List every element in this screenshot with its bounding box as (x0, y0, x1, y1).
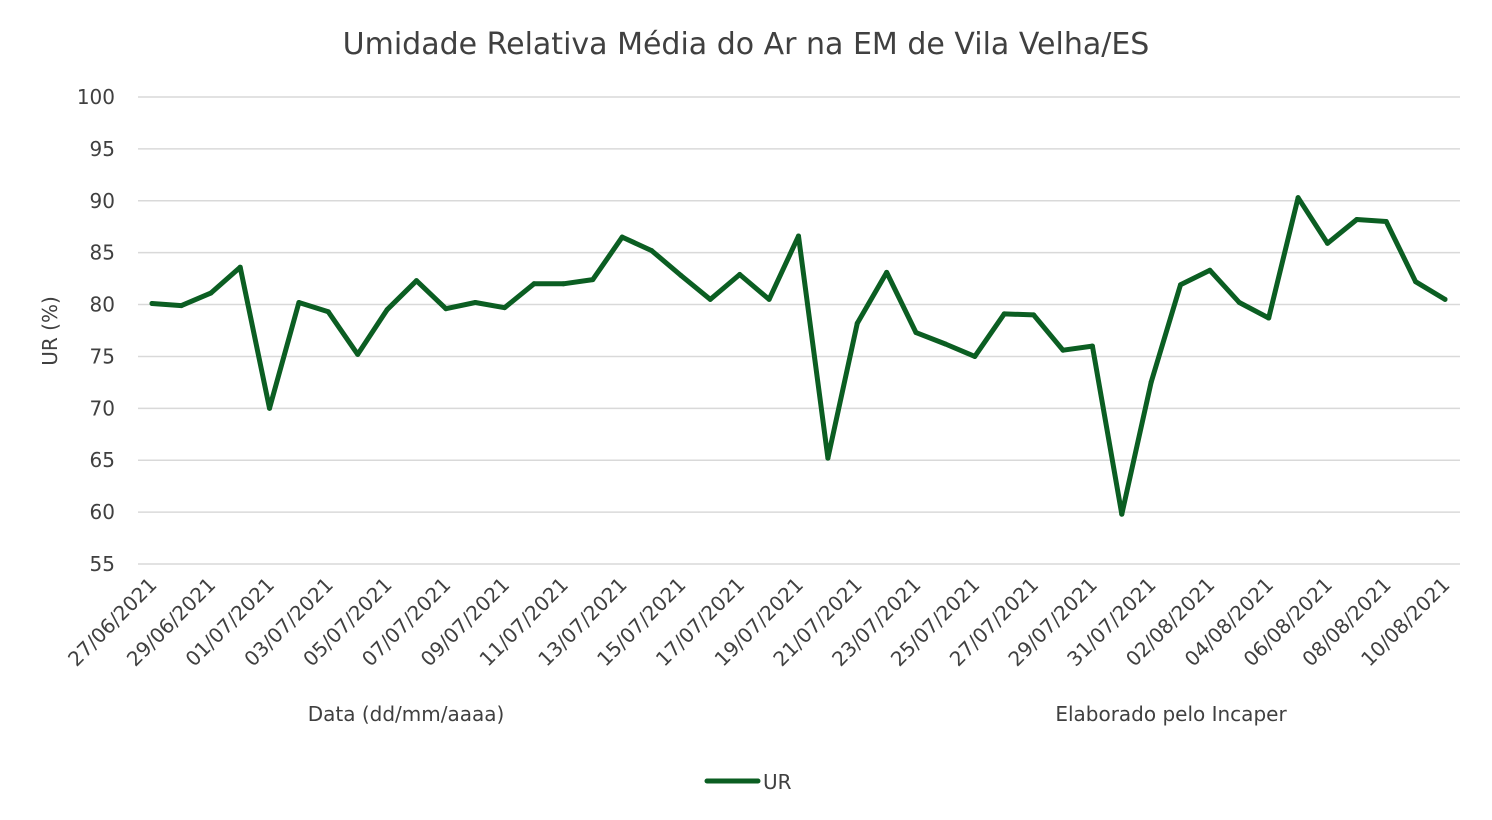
data-point (1295, 195, 1301, 201)
data-point (531, 281, 537, 287)
credit-text: Elaborado pelo Incaper (1055, 702, 1287, 726)
data-point (502, 305, 508, 311)
data-point (1148, 379, 1154, 385)
data-point (1119, 511, 1125, 517)
data-point (560, 281, 566, 287)
data-point (825, 455, 831, 461)
data-point (1089, 343, 1095, 349)
data-point (1178, 282, 1184, 288)
legend: UR (704, 770, 792, 794)
data-point (707, 296, 713, 302)
y-tick-label: 70 (90, 396, 115, 420)
data-point (413, 278, 419, 284)
y-tick-label: 55 (90, 552, 115, 576)
data-point (1324, 240, 1330, 246)
x-axis-label: Data (dd/mm/aaaa) (308, 702, 505, 726)
data-point (649, 248, 655, 254)
y-tick-label: 95 (90, 137, 115, 161)
data-point (590, 277, 596, 283)
data-point (913, 330, 919, 336)
series-layer (149, 195, 1448, 517)
data-point (178, 303, 184, 309)
data-point (208, 290, 214, 296)
data-point (384, 307, 390, 313)
data-point (1354, 216, 1360, 222)
y-tick-label: 100 (77, 85, 115, 109)
data-point (149, 301, 155, 307)
data-point (1001, 311, 1007, 317)
data-point (942, 341, 948, 347)
data-point (472, 299, 478, 305)
data-point (1442, 296, 1448, 302)
data-point (267, 405, 273, 411)
chart-title: Umidade Relativa Média do Ar na EM de Vi… (343, 27, 1150, 62)
data-point (443, 306, 449, 312)
x-axis-ticks: 27/06/202129/06/202101/07/202103/07/2021… (63, 573, 1454, 671)
data-point (972, 353, 978, 359)
y-tick-label: 65 (90, 448, 115, 472)
data-point (796, 233, 801, 239)
data-point (1236, 299, 1242, 305)
y-tick-label: 75 (90, 344, 115, 368)
data-point (766, 296, 772, 302)
data-point (1060, 347, 1066, 353)
data-point (1207, 267, 1213, 273)
data-point (296, 299, 302, 305)
legend-label-ur: UR (763, 770, 792, 794)
data-point (678, 272, 684, 278)
y-axis-ticks: 55 60 65 70 75 80 85 90 95 100 (77, 85, 115, 576)
data-point (325, 309, 331, 315)
y-axis-label: UR (%) (38, 296, 62, 366)
data-point (737, 271, 743, 277)
data-point (1383, 219, 1389, 225)
y-tick-label: 90 (90, 189, 115, 213)
data-point (1413, 279, 1419, 285)
data-point (854, 320, 860, 326)
data-point (1266, 315, 1272, 321)
data-point (237, 264, 243, 270)
gridlines (138, 96, 1460, 565)
data-point (884, 269, 890, 275)
data-point (355, 351, 361, 357)
y-tick-label: 80 (90, 293, 115, 317)
data-point (619, 234, 625, 240)
y-tick-label: 85 (90, 241, 115, 265)
y-tick-label: 60 (90, 500, 115, 524)
data-point (1031, 312, 1037, 318)
